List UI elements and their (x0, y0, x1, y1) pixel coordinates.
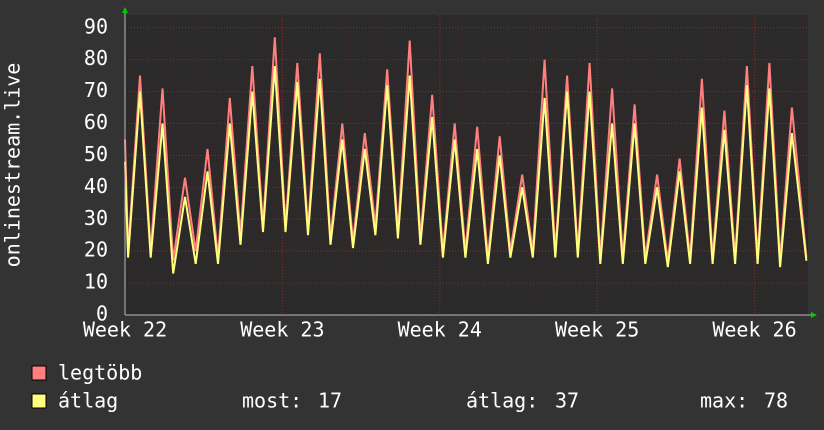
y-tick-label: 30 (84, 206, 108, 230)
legend-swatch (31, 365, 47, 381)
y-tick-label: 20 (84, 238, 108, 262)
y-tick-label: 40 (84, 174, 108, 198)
y-tick-label: 90 (84, 14, 108, 38)
x-tick-label: Week 25 (555, 318, 639, 342)
stat-value: 78 (764, 389, 788, 413)
stat-label: max: (700, 389, 748, 413)
y-tick-label: 50 (84, 142, 108, 166)
x-tick-label: Week 26 (712, 318, 796, 342)
x-tick-label: Week 23 (240, 318, 324, 342)
legend-swatch (31, 393, 47, 409)
y-tick-label: 60 (84, 110, 108, 134)
legend-label: átlag (58, 389, 118, 413)
stat-value: 17 (318, 389, 342, 413)
axis-arrow (122, 7, 128, 13)
y-axis-label: onlinestream.live (1, 63, 25, 268)
y-tick-label: 10 (84, 270, 108, 294)
stat-label: átlag: (466, 389, 538, 413)
minor-grid (125, 15, 808, 315)
legend-label: legtöbb (58, 361, 142, 385)
y-tick-label: 70 (84, 78, 108, 102)
x-tick-label: Week 24 (398, 318, 482, 342)
x-tick-label: Week 22 (83, 318, 167, 342)
stat-label: most: (242, 389, 302, 413)
stat-value: 37 (555, 389, 579, 413)
y-tick-label: 0 (96, 302, 108, 326)
series-line (124, 66, 808, 274)
axis-arrow (811, 312, 817, 318)
y-tick-label: 80 (84, 46, 108, 70)
